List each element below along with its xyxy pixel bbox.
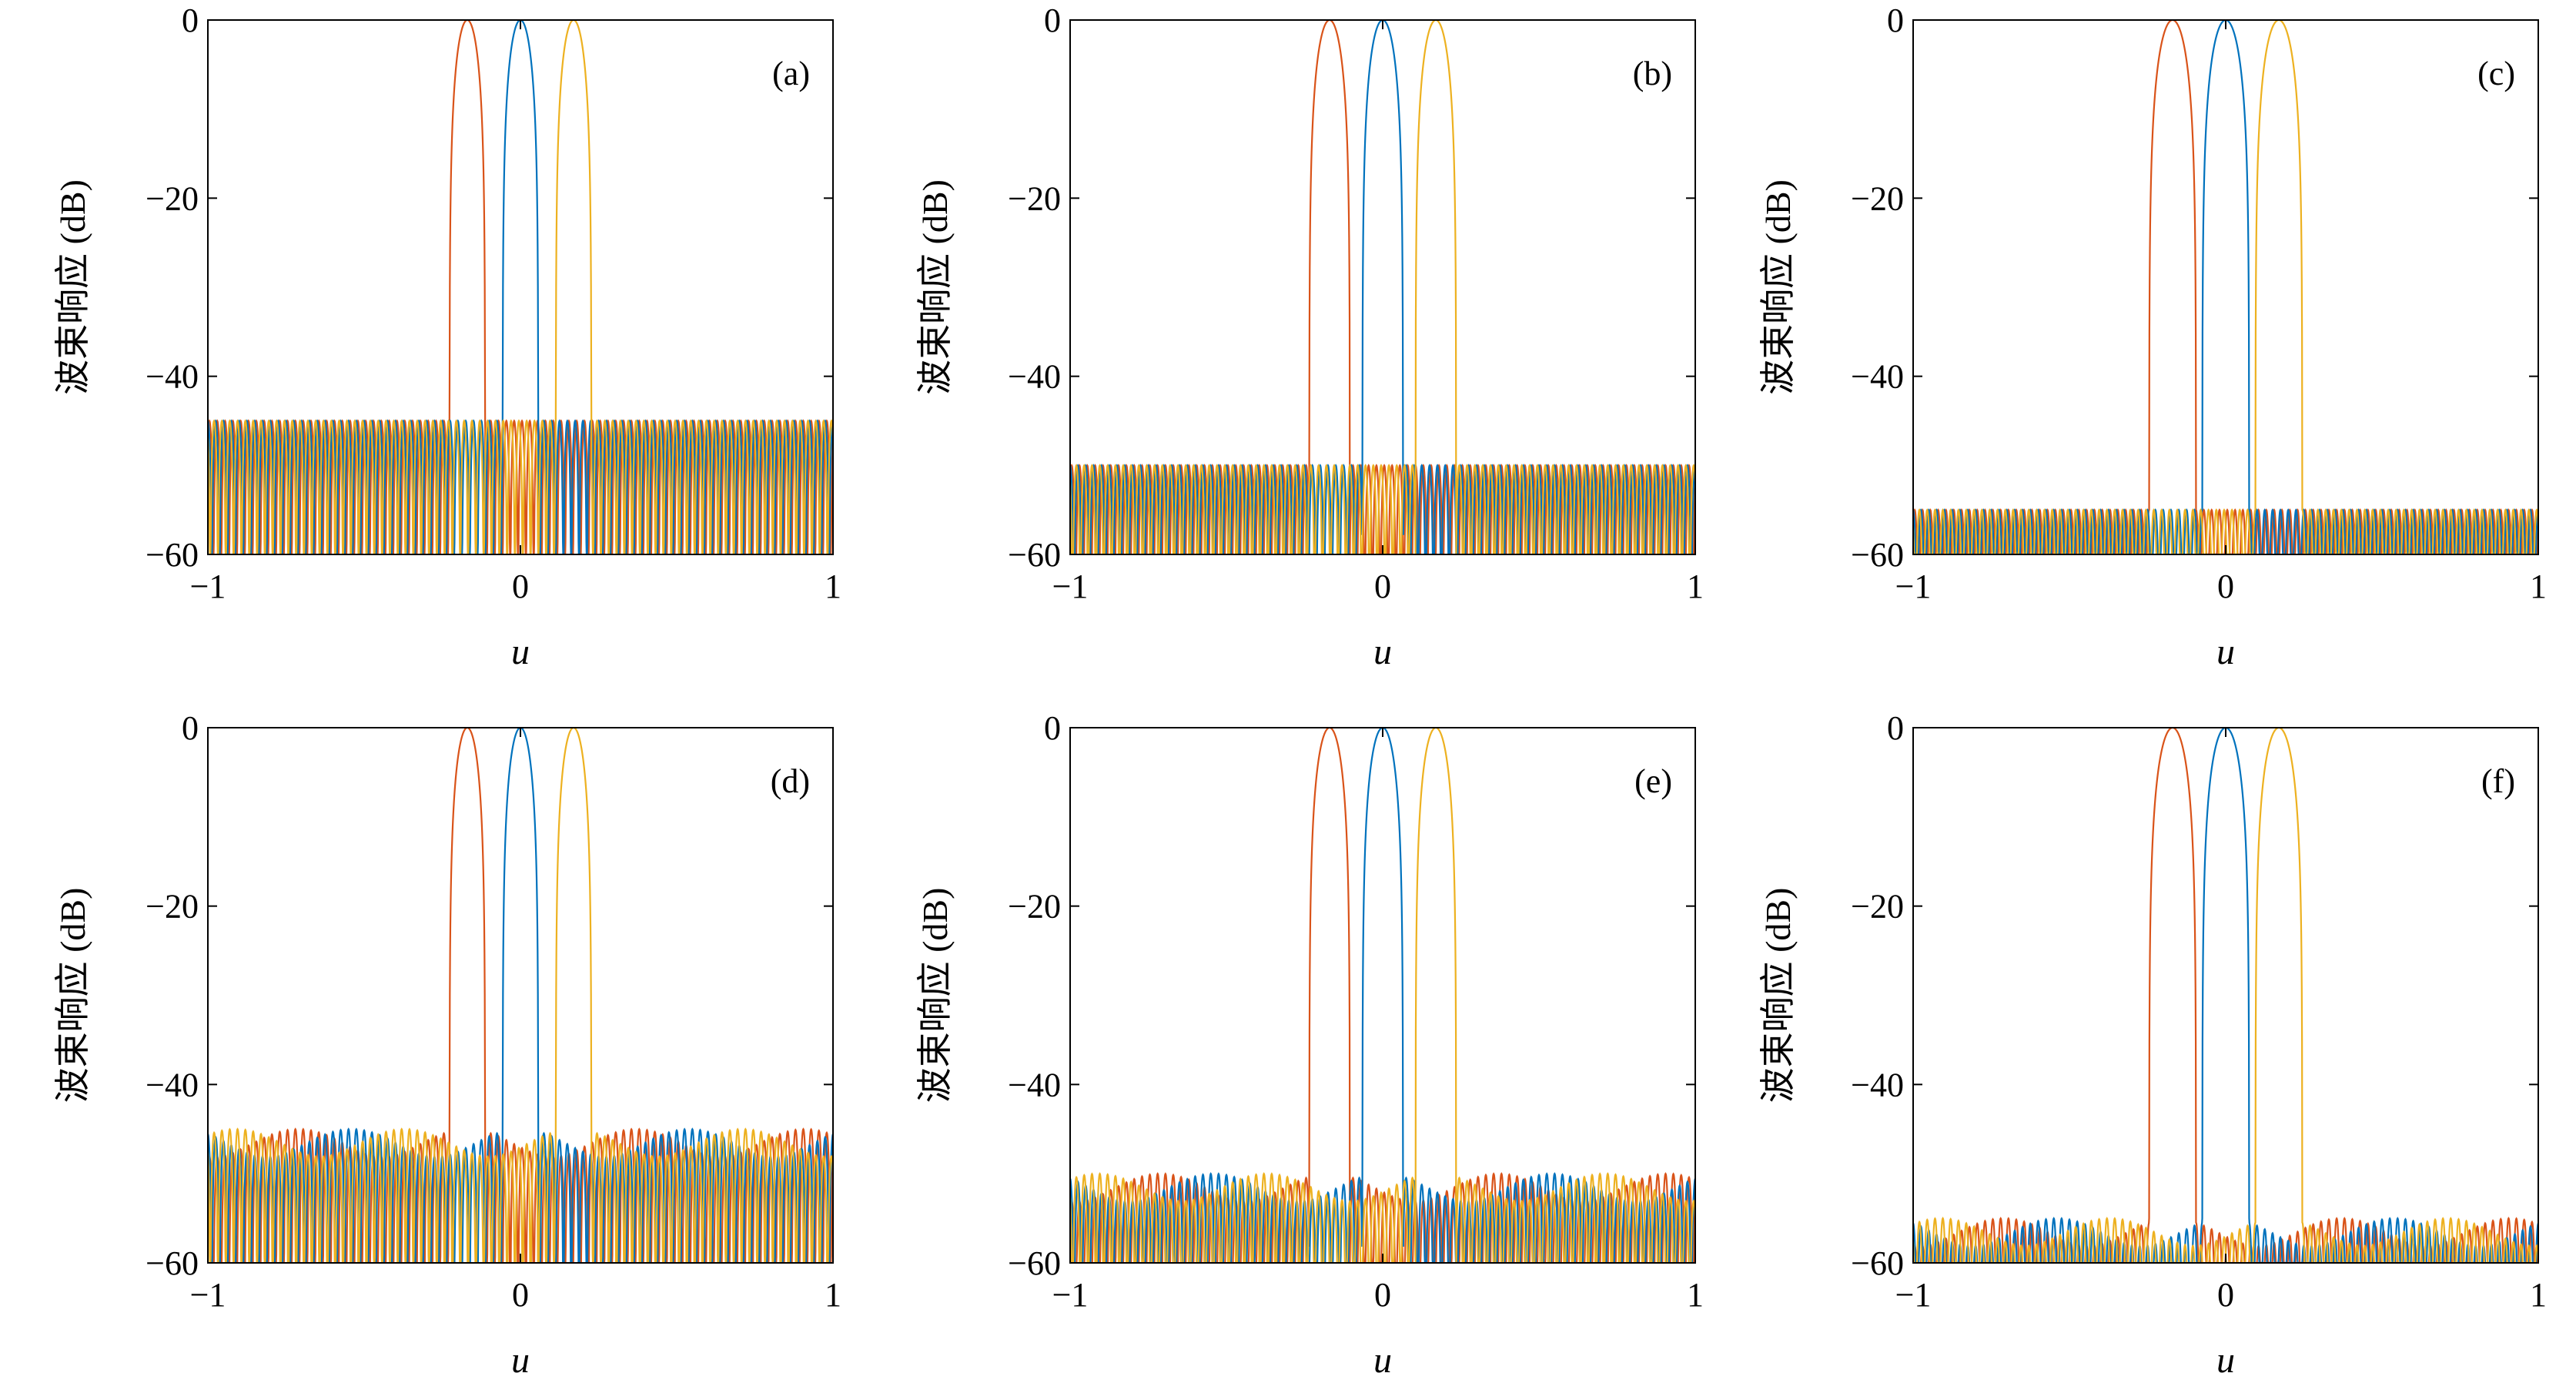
y-tick-label: 0 bbox=[182, 2, 199, 39]
x-tick-label: −1 bbox=[1052, 568, 1089, 605]
series-line bbox=[1070, 728, 1695, 1263]
y-tick-label: 0 bbox=[1044, 2, 1061, 39]
x-tick-label: −1 bbox=[190, 1276, 226, 1314]
y-tick-label: −20 bbox=[146, 179, 199, 217]
y-tick-label: −40 bbox=[146, 358, 199, 396]
x-axis-label: u bbox=[1373, 1340, 1392, 1373]
y-axis-label: 波束响应 (dB) bbox=[1758, 179, 1798, 395]
x-axis-label: u bbox=[2216, 1340, 2235, 1373]
y-tick-label: −60 bbox=[1851, 1244, 1904, 1282]
y-tick-label: −60 bbox=[1851, 536, 1904, 574]
x-tick-label: −1 bbox=[1052, 1276, 1089, 1314]
chart-panel: 0 −20 −40 −60−1 0 1 u 波束响应 (dB) (f) bbox=[1758, 709, 2547, 1373]
series-line bbox=[1913, 20, 2538, 554]
x-tick-label: 0 bbox=[512, 568, 529, 605]
series-line bbox=[1070, 20, 1695, 554]
panel-label: (b) bbox=[1633, 55, 1672, 92]
axes-frame bbox=[1912, 727, 2539, 1264]
x-tick-label: 0 bbox=[1374, 1276, 1391, 1314]
series-line bbox=[1070, 728, 1695, 1263]
y-tick-label: −60 bbox=[1008, 1244, 1061, 1282]
series-line bbox=[1913, 20, 2538, 554]
y-tick-label: 0 bbox=[1887, 2, 1904, 39]
x-tick-label: 0 bbox=[1374, 568, 1391, 605]
x-tick-label: 0 bbox=[2217, 1276, 2234, 1314]
x-tick-label: −1 bbox=[1895, 1276, 1932, 1314]
panel-label: (a) bbox=[772, 55, 810, 92]
y-tick-label: −20 bbox=[1851, 888, 1904, 926]
y-tick-label: −40 bbox=[1008, 1066, 1061, 1103]
panel-label: (f) bbox=[2481, 762, 2515, 800]
series-line bbox=[1913, 728, 2538, 1263]
x-axis-label: u bbox=[511, 1340, 530, 1373]
series-line bbox=[208, 20, 833, 554]
x-tick-label: −1 bbox=[190, 568, 226, 605]
x-tick-label: 1 bbox=[1687, 1276, 1704, 1314]
panel-label: (e) bbox=[1634, 762, 1672, 800]
y-tick-label: 0 bbox=[182, 709, 199, 747]
y-tick-label: −20 bbox=[146, 888, 199, 926]
series-line bbox=[1070, 20, 1695, 554]
x-axis-label: u bbox=[511, 631, 530, 672]
x-tick-label: 1 bbox=[2530, 1276, 2547, 1314]
series-line bbox=[208, 20, 833, 554]
y-tick-label: 0 bbox=[1887, 709, 1904, 747]
x-tick-label: 1 bbox=[1687, 568, 1704, 605]
chart-panel: 0 −20 −40 −60−1 0 1 u 波束响应 (dB) (c) bbox=[1758, 2, 2547, 672]
x-axis-label: u bbox=[1373, 631, 1392, 672]
chart-panel: 0 −20 −40 −60−1 0 1 u 波束响应 (dB) (e) bbox=[915, 709, 1704, 1373]
axes-frame bbox=[207, 19, 834, 555]
chart-panel: 0 −20 −40 −60−1 0 1 u 波束响应 (dB) (a) bbox=[53, 2, 841, 672]
x-tick-label: 1 bbox=[2530, 568, 2547, 605]
series-line bbox=[208, 728, 833, 1263]
x-tick-label: 1 bbox=[825, 1276, 841, 1314]
series-line bbox=[1913, 20, 2538, 554]
y-tick-label: −20 bbox=[1008, 888, 1061, 926]
y-tick-label: −40 bbox=[1008, 358, 1061, 396]
y-tick-label: −40 bbox=[1851, 1066, 1904, 1103]
panel-label: (c) bbox=[2477, 55, 2515, 92]
y-tick-label: −60 bbox=[146, 536, 199, 574]
y-axis-label: 波束响应 (dB) bbox=[915, 888, 955, 1103]
series-line bbox=[208, 728, 833, 1263]
x-tick-label: −1 bbox=[1895, 568, 1932, 605]
panel-label: (d) bbox=[771, 762, 810, 800]
y-tick-label: −60 bbox=[146, 1244, 199, 1282]
series-line bbox=[208, 20, 833, 554]
y-tick-label: −40 bbox=[1851, 358, 1904, 396]
chart-panel: 0 −20 −40 −60−1 0 1 u 波束响应 (dB) (d) bbox=[53, 709, 841, 1373]
x-axis-label: u bbox=[2216, 631, 2235, 672]
chart-panel: 0 −20 −40 −60−1 0 1 u 波束响应 (dB) (b) bbox=[915, 2, 1704, 672]
y-tick-label: −40 bbox=[146, 1066, 199, 1103]
y-axis-label: 波束响应 (dB) bbox=[53, 888, 92, 1103]
axes-frame bbox=[1912, 19, 2539, 555]
y-tick-label: 0 bbox=[1044, 709, 1061, 747]
y-axis-label: 波束响应 (dB) bbox=[915, 179, 955, 395]
y-axis-label: 波束响应 (dB) bbox=[53, 179, 92, 395]
y-tick-label: −20 bbox=[1008, 179, 1061, 217]
series-line bbox=[1913, 728, 2538, 1263]
y-axis-label: 波束响应 (dB) bbox=[1758, 888, 1798, 1103]
y-tick-label: −20 bbox=[1851, 179, 1904, 217]
x-tick-label: 1 bbox=[825, 568, 841, 605]
y-tick-label: −60 bbox=[1008, 536, 1061, 574]
x-tick-label: 0 bbox=[512, 1276, 529, 1314]
x-tick-label: 0 bbox=[2217, 568, 2234, 605]
series-line bbox=[1913, 728, 2538, 1263]
